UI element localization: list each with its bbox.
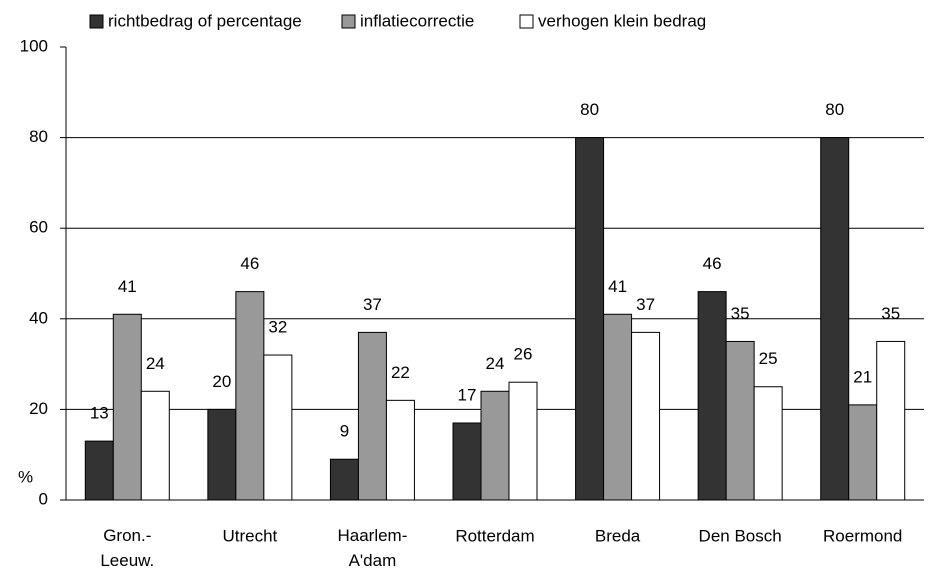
bar <box>753 386 783 501</box>
data-label: 26 <box>514 345 533 364</box>
data-label: 20 <box>212 372 231 391</box>
data-label: 9 <box>340 422 349 441</box>
x-tick-label: Den Bosch <box>699 526 782 545</box>
bar <box>725 340 755 501</box>
data-label: 41 <box>608 277 627 296</box>
legend-swatch <box>341 14 356 29</box>
y-tick-label: 80 <box>29 127 48 146</box>
bar <box>508 381 538 501</box>
data-label: 46 <box>703 254 722 273</box>
y-tick-label: 40 <box>29 308 48 327</box>
data-label: 24 <box>486 354 505 373</box>
bar <box>480 390 510 501</box>
x-tick-label: Gron.-Leeuw. <box>100 526 154 570</box>
y-tick-label: 20 <box>29 399 48 418</box>
data-label: 80 <box>580 100 599 119</box>
data-label: 35 <box>881 304 900 323</box>
legend-label: inflatiecorrectie <box>360 11 474 30</box>
x-tick-label: Rotterdam <box>455 526 534 545</box>
bar <box>697 291 727 501</box>
data-label: 21 <box>853 367 872 386</box>
bar <box>603 313 633 501</box>
legend-label: richtbedrag of percentage <box>108 11 302 30</box>
data-label: 32 <box>268 318 287 337</box>
data-label: 24 <box>146 354 165 373</box>
bar <box>329 458 359 501</box>
bar <box>263 354 293 501</box>
bar <box>631 331 661 501</box>
bar <box>385 399 415 501</box>
data-label: 37 <box>363 295 382 314</box>
x-tick-label: Haarlem-A'dam <box>337 526 407 570</box>
data-label: 80 <box>825 100 844 119</box>
data-label: 35 <box>731 304 750 323</box>
y-tick-label: 0 <box>39 489 48 508</box>
x-tick-label: Utrecht <box>222 526 277 545</box>
bar <box>235 291 265 501</box>
bar <box>848 404 878 501</box>
bar <box>357 331 387 501</box>
data-label: 13 <box>90 404 109 423</box>
legend-swatch <box>519 14 534 29</box>
data-label: 41 <box>118 277 137 296</box>
bar <box>575 137 605 501</box>
bar <box>84 440 114 501</box>
data-label: 25 <box>759 349 778 368</box>
data-label: 46 <box>240 254 259 273</box>
legend-swatch <box>89 14 104 29</box>
bar <box>452 422 482 501</box>
bar <box>207 408 237 501</box>
y-tick-label: 60 <box>29 218 48 237</box>
y-axis-label: % <box>18 467 33 486</box>
bar <box>820 137 850 501</box>
data-label: 22 <box>391 363 410 382</box>
bar <box>112 313 142 501</box>
legend-label: verhogen klein bedrag <box>538 11 706 30</box>
x-tick-label: Breda <box>595 526 641 545</box>
bar <box>876 340 906 501</box>
data-label: 17 <box>458 385 477 404</box>
x-tick-label: Roermond <box>823 526 902 545</box>
bar <box>140 390 170 501</box>
data-label: 37 <box>636 295 655 314</box>
y-tick-label: 100 <box>20 36 48 55</box>
